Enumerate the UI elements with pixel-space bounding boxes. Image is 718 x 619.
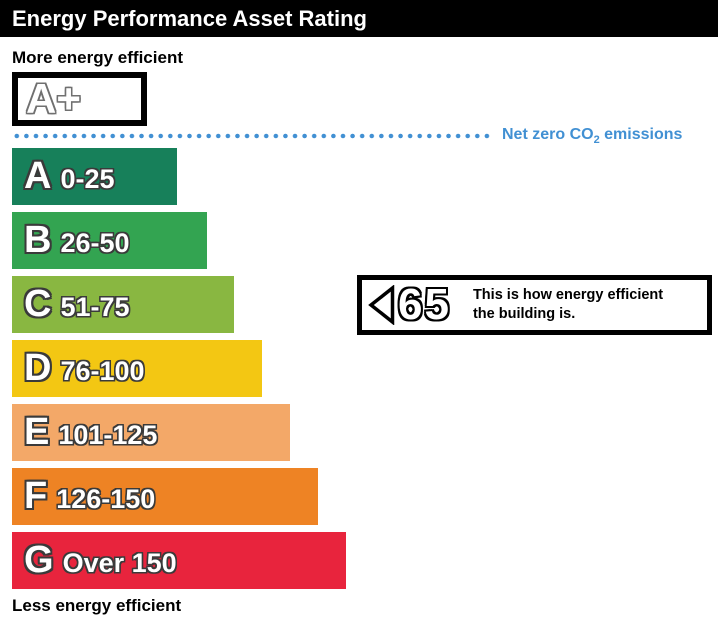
left-arrow-icon bbox=[368, 285, 395, 325]
rating-indicator-box: 65 This is how energy efficient the buil… bbox=[357, 275, 712, 335]
band-range: 0-25 bbox=[60, 164, 115, 194]
band-letter: A bbox=[24, 155, 52, 197]
band-letter: F bbox=[24, 475, 48, 517]
net-zero-suffix: emissions bbox=[599, 126, 683, 143]
chart-title: Energy Performance Asset Rating bbox=[12, 5, 367, 31]
band-letter: C bbox=[24, 283, 52, 325]
net-zero-subscript: 2 bbox=[593, 134, 600, 146]
band-letter: E bbox=[24, 411, 50, 453]
band-f: F 126-150 bbox=[12, 468, 318, 525]
band-range: 76-100 bbox=[60, 356, 145, 386]
band-a: A 0-25 bbox=[12, 148, 177, 205]
band-range: 126-150 bbox=[56, 484, 156, 514]
chart-header: Energy Performance Asset Rating bbox=[0, 0, 718, 37]
band-letter: D bbox=[24, 347, 52, 389]
band-g: G Over 150 bbox=[12, 532, 346, 589]
band-letter: B bbox=[24, 219, 52, 261]
band-range: 101-125 bbox=[58, 420, 158, 450]
band-e: E 101-125 bbox=[12, 404, 290, 461]
band-d: D 76-100 bbox=[12, 340, 262, 397]
net-zero-line: Net zero CO2 emissions bbox=[12, 126, 706, 146]
less-efficient-label: Less energy efficient bbox=[12, 596, 182, 615]
band-letter: G bbox=[24, 539, 54, 581]
band-range: Over 150 bbox=[62, 548, 177, 578]
net-zero-prefix: Net zero CO bbox=[502, 126, 594, 143]
band-a-plus: A+ bbox=[12, 72, 147, 126]
more-efficient-label: More energy efficient bbox=[12, 48, 183, 67]
rating-description-line2: the building is. bbox=[472, 306, 576, 322]
rating-description: This is how energy efficient the buildin… bbox=[473, 286, 663, 324]
band-range: 26-50 bbox=[60, 228, 130, 258]
band-b: B 26-50 bbox=[12, 212, 207, 269]
band-range: 51-75 bbox=[60, 292, 130, 322]
band-c: C 51-75 bbox=[12, 276, 234, 333]
rating-value: 65 bbox=[398, 280, 451, 329]
band-a-plus-letter: A+ bbox=[26, 75, 81, 122]
net-zero-label: Net zero CO2 emissions bbox=[502, 126, 682, 146]
rating-description-line1: This is how energy efficient bbox=[472, 287, 664, 303]
dotted-line bbox=[12, 133, 492, 139]
